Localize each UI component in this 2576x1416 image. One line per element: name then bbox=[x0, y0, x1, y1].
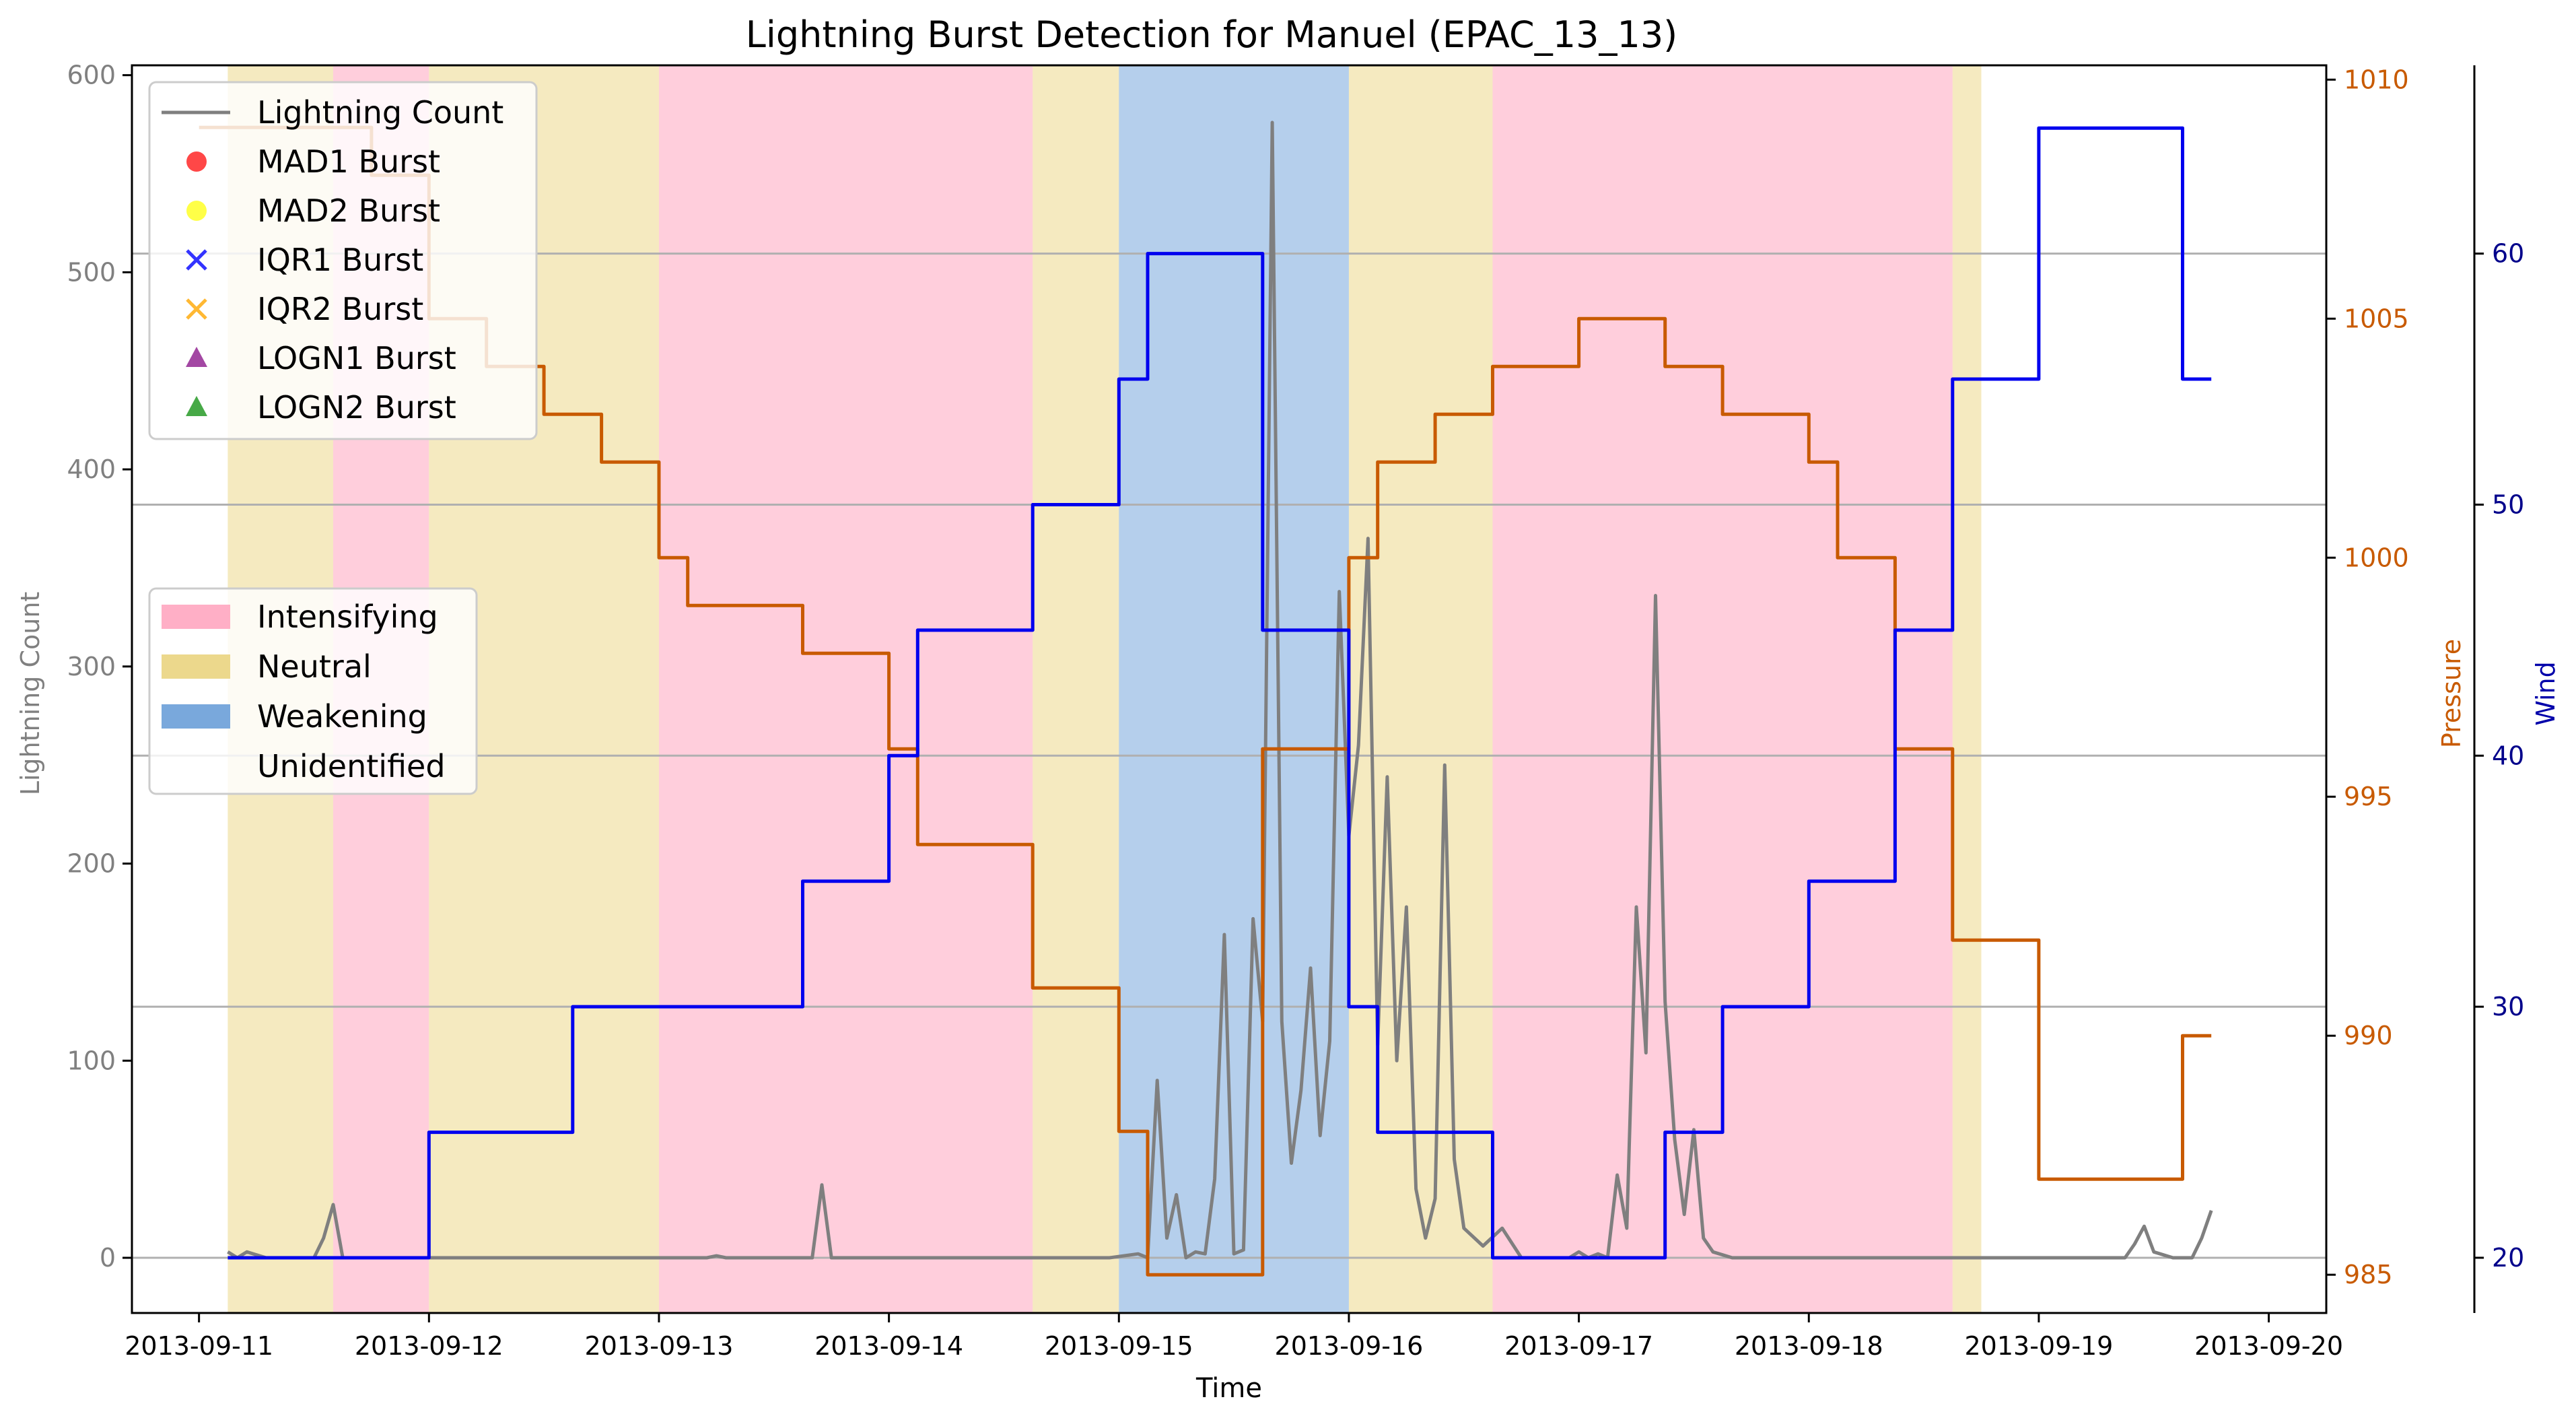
left-axis-label: Lightning Count bbox=[15, 592, 45, 796]
stage-band-neutral bbox=[1952, 65, 1982, 1313]
legend-box bbox=[148, 81, 538, 440]
series-line-lightning-count bbox=[227, 121, 2213, 1260]
legend-swatch bbox=[162, 605, 230, 629]
x-tick-label: 2013-09-18 bbox=[1735, 1331, 1883, 1361]
stage-band-neutral bbox=[1348, 65, 1493, 1313]
wind-tick-label: 60 bbox=[2492, 239, 2524, 269]
left-tick-label: 200 bbox=[67, 849, 116, 879]
wind-tick-label: 20 bbox=[2492, 1243, 2524, 1273]
pressure-tick-label: 1005 bbox=[2344, 304, 2409, 333]
left-tick-label: 600 bbox=[67, 61, 116, 90]
x-tick-label: 2013-09-11 bbox=[125, 1331, 273, 1361]
legend-x-marker bbox=[186, 298, 207, 320]
wind-y-axis: 20 30 40 50 60 bbox=[2474, 239, 2524, 1273]
x-tick-label: 2013-09-13 bbox=[585, 1331, 734, 1361]
legend-label: Weakening bbox=[257, 698, 427, 735]
x-tick-label: 2013-09-16 bbox=[1275, 1331, 1424, 1361]
wind-tick-label: 40 bbox=[2492, 741, 2524, 770]
x-axis-label: Time bbox=[1195, 1373, 1262, 1404]
x-tick-label: 2013-09-15 bbox=[1045, 1331, 1193, 1361]
pressure-y-axis: 985 990 995 1000 1005 1010 bbox=[2326, 65, 2409, 1289]
legend-label: Unidentified bbox=[257, 748, 446, 784]
legend-swatch bbox=[162, 654, 230, 679]
legend-circle-marker bbox=[186, 201, 207, 221]
pressure-tick-label: 1000 bbox=[2344, 543, 2409, 572]
legend-stages: Intensifying Neutral Weakening Unidentified bbox=[148, 587, 478, 795]
legend-label: LOGN1 Burst bbox=[257, 340, 456, 376]
pressure-tick-label: 990 bbox=[2344, 1021, 2393, 1050]
legend-label: Lightning Count bbox=[257, 94, 503, 131]
pressure-tick-label: 995 bbox=[2344, 782, 2393, 811]
plot-frame bbox=[131, 64, 2328, 1314]
x-axis: 2013-09-11 2013-09-12 2013-09-13 2013-09-14… bbox=[125, 1313, 2343, 1361]
x-tick-label: 2013-09-19 bbox=[1965, 1331, 2114, 1361]
left-tick-label: 100 bbox=[67, 1046, 116, 1075]
legend-label: Intensifying bbox=[257, 599, 438, 635]
series-lines bbox=[199, 121, 2213, 1277]
left-tick-label: 0 bbox=[100, 1243, 116, 1273]
legend-label: IQR2 Burst bbox=[257, 291, 423, 327]
wind-tick-label: 30 bbox=[2492, 992, 2524, 1021]
wind-tick-label: 50 bbox=[2492, 490, 2524, 519]
series-line-wind bbox=[228, 126, 2212, 1260]
legend-swatch bbox=[162, 704, 230, 729]
pressure-axis-label: Pressure bbox=[2437, 639, 2466, 748]
legend-circle-marker bbox=[186, 151, 207, 172]
legend-bursts: Lightning Count MAD1 Burst MAD2 Burst IQR1 … bbox=[148, 81, 538, 440]
legend-label: MAD2 Burst bbox=[257, 193, 440, 229]
x-tick-label: 2013-09-14 bbox=[814, 1331, 963, 1361]
chart-title: Lightning Burst Detection for Manuel (EP… bbox=[746, 13, 1678, 56]
wind-axis-label: Wind bbox=[2531, 661, 2561, 726]
left-tick-label: 400 bbox=[67, 454, 116, 484]
legend-label: Neutral bbox=[257, 648, 372, 685]
legend-label: IQR1 Burst bbox=[257, 242, 423, 278]
x-tick-label: 2013-09-12 bbox=[355, 1331, 503, 1361]
legend-triangle-marker bbox=[186, 347, 207, 367]
stage-band-neutral bbox=[1033, 65, 1119, 1313]
left-tick-label: 300 bbox=[67, 652, 116, 681]
left-y-axis: 0 100 200 300 400 500 600 bbox=[67, 61, 132, 1273]
left-tick-label: 500 bbox=[67, 257, 116, 287]
x-tick-label: 2013-09-17 bbox=[1504, 1331, 1653, 1361]
legend-box bbox=[148, 587, 478, 795]
legend-triangle-marker bbox=[186, 396, 207, 416]
pressure-tick-label: 1010 bbox=[2344, 65, 2409, 94]
stage-band-intensifying bbox=[658, 65, 1033, 1313]
legend-x-marker bbox=[186, 249, 207, 271]
series-line-pressure bbox=[199, 125, 2212, 1277]
x-tick-label: 2013-09-20 bbox=[2194, 1331, 2343, 1361]
legend-label: MAD1 Burst bbox=[257, 143, 440, 180]
pressure-tick-label: 985 bbox=[2344, 1260, 2393, 1289]
legend-label: LOGN2 Burst bbox=[257, 389, 456, 426]
